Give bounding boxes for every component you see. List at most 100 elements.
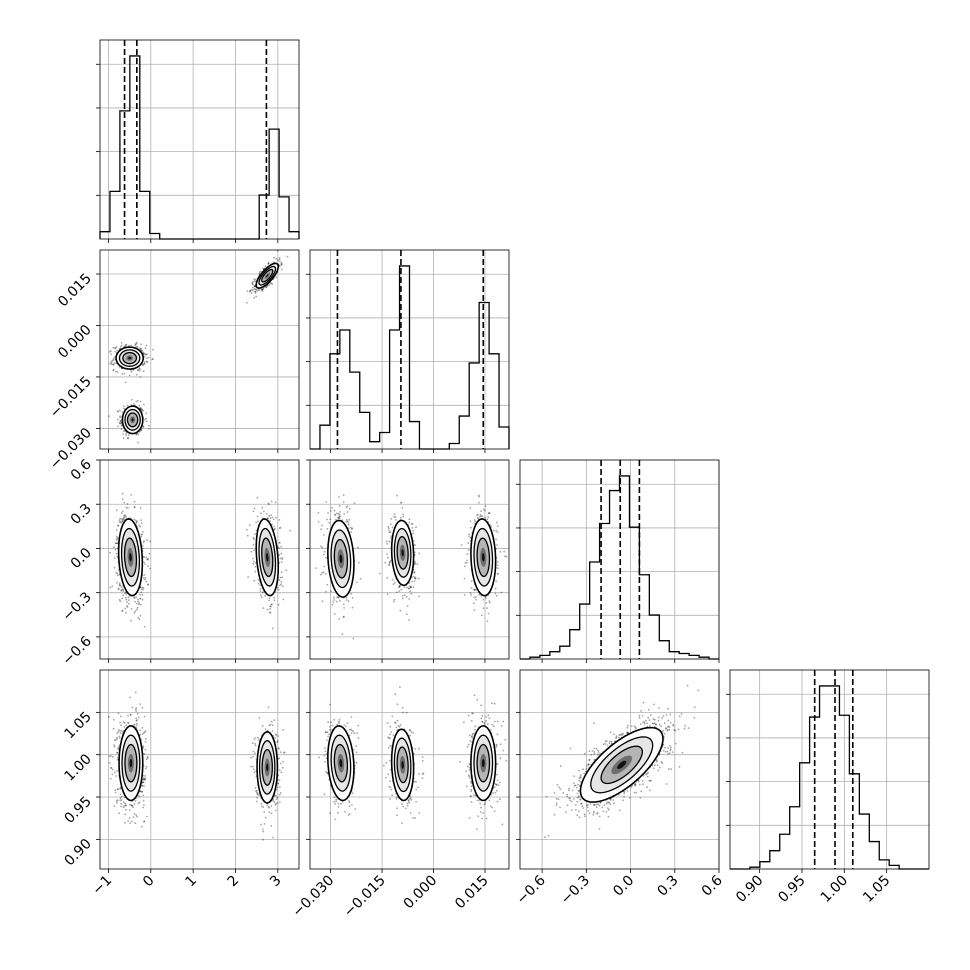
scatter-point: [122, 801, 125, 804]
scatter-point: [418, 552, 421, 555]
scatter-point: [336, 596, 339, 599]
scatter-point: [146, 757, 149, 759]
scatter-point: [257, 578, 260, 581]
scatter-point: [258, 271, 261, 274]
scatter-point: [117, 731, 120, 733]
scatter-point: [408, 587, 410, 589]
scatter-point: [464, 562, 467, 564]
scatter-point: [416, 563, 419, 566]
scatter-point: [246, 301, 248, 304]
scatter-point: [133, 597, 136, 600]
scatter-point: [406, 586, 408, 589]
joint-panel: [306, 459, 510, 663]
scatter-point: [473, 609, 476, 612]
scatter-point: [408, 521, 411, 524]
scatter-point: [414, 577, 417, 580]
joint-content: [314, 494, 508, 640]
y-tick-label: −0.3: [59, 589, 94, 624]
scatter-point: [144, 748, 147, 751]
scatter-point: [122, 518, 125, 520]
scatter-point: [142, 425, 145, 428]
scatter-point: [119, 420, 122, 422]
scatter-point: [269, 611, 272, 614]
scatter-point: [133, 596, 135, 598]
scatter-point: [391, 579, 394, 581]
scatter-point: [110, 361, 113, 364]
scatter-point: [254, 286, 256, 288]
scatter-point: [269, 520, 271, 522]
scatter-point: [138, 431, 141, 433]
scatter-point: [414, 577, 416, 580]
scatter-point: [119, 420, 122, 423]
scatter-point: [254, 278, 257, 281]
scatter-point: [257, 582, 260, 585]
scatter-point: [252, 536, 255, 539]
scatter-point: [333, 596, 335, 599]
scatter-point: [488, 512, 491, 515]
scatter-point: [142, 577, 145, 579]
scatter-point: [123, 515, 125, 518]
scatter-point: [130, 344, 133, 347]
scatter-point: [152, 358, 154, 360]
scatter-point: [482, 508, 485, 511]
scatter-point: [387, 527, 390, 530]
scatter-point: [133, 506, 136, 509]
scatter-point: [137, 600, 139, 603]
scatter-point: [116, 751, 118, 754]
scatter-point: [390, 535, 393, 538]
scatter-point: [486, 620, 489, 623]
scatter-point: [247, 576, 250, 578]
scatter-point: [280, 261, 283, 264]
scatter-point: [268, 284, 270, 287]
scatter-point: [392, 583, 395, 585]
scatter-point: [126, 601, 128, 603]
scatter-point: [146, 558, 149, 561]
scatter-point: [484, 505, 487, 507]
scatter-point: [415, 526, 417, 529]
scatter-point: [143, 403, 145, 406]
scatter-point: [352, 637, 355, 640]
scatter-point: [400, 589, 403, 591]
scatter-point: [342, 501, 345, 503]
density-peak: [339, 554, 343, 563]
scatter-point: [280, 580, 283, 583]
scatter-point: [261, 507, 264, 509]
scatter-point: [253, 296, 256, 299]
scatter-point: [248, 290, 251, 293]
scatter-point: [120, 342, 123, 344]
scatter-point: [119, 729, 121, 732]
scatter-point: [347, 523, 350, 526]
scatter-point: [123, 501, 126, 504]
scatter-point: [123, 514, 126, 517]
scatter-point: [141, 784, 144, 787]
scatter-point: [109, 586, 112, 589]
scatter-point: [142, 426, 145, 428]
scatter-point: [250, 550, 253, 553]
scatter-point: [143, 820, 146, 823]
scatter-point: [277, 603, 280, 606]
scatter-point: [118, 422, 121, 424]
scatter-point: [393, 516, 395, 518]
scatter-point: [119, 521, 122, 524]
scatter-point: [138, 367, 141, 370]
histogram-panel: [96, 39, 300, 243]
scatter-point: [417, 577, 420, 580]
scatter-point: [496, 561, 499, 563]
scatter-point: [116, 574, 119, 577]
scatter-point: [289, 529, 292, 532]
scatter-point: [144, 740, 147, 743]
scatter-point: [136, 712, 139, 715]
scatter-point: [395, 519, 397, 521]
scatter-point: [270, 282, 273, 284]
scatter-point: [128, 809, 131, 811]
scatter-point: [252, 557, 255, 560]
scatter-point: [143, 362, 146, 365]
scatter-point: [338, 505, 341, 507]
scatter-point: [135, 707, 138, 710]
scatter-point: [121, 610, 124, 613]
scatter-point: [124, 381, 127, 384]
scatter-point: [121, 518, 124, 521]
scatter-point: [504, 555, 506, 557]
scatter-point: [135, 400, 138, 403]
